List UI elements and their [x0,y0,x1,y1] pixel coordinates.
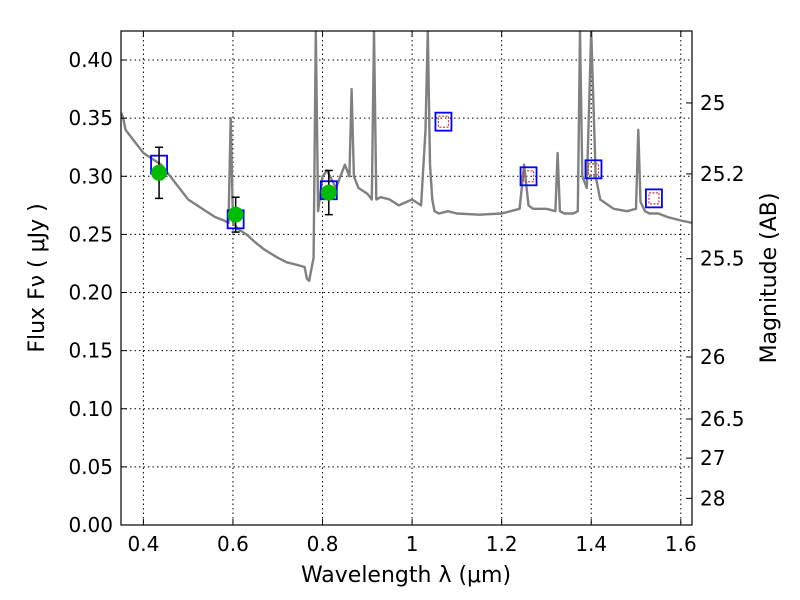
model-inner-box [648,192,660,205]
observed-point [320,184,337,201]
y-tick-label: 0.25 [68,222,113,246]
y-tick-label: 0.20 [68,281,113,305]
y-axis-right-label: Magnitude (AB) [757,193,782,364]
y-axis-left: 0.00 0.05 0.10 0.15 0.20 0.25 0.30 0.35 0.40 [68,48,127,537]
observed-point [151,164,168,181]
y-tick-label: 0.05 [68,455,113,479]
y-right-tick-label: 28 [700,486,725,510]
observed-point [227,206,244,223]
x-axis: 0.4 0.6 0.8 1 1.2 1.4 1.6 [127,31,697,556]
y-right-tick-label: 25.2 [700,162,745,186]
x-tick-label: 0.8 [307,532,339,556]
y-tick-label: 0.35 [68,106,113,130]
y-right-tick-label: 25.5 [700,247,745,271]
x-tick-label: 1.6 [665,532,697,556]
model-inner-box [522,170,535,183]
x-tick-label: 1.4 [575,532,607,556]
model-spectrum-line [121,31,692,283]
model-inner-box [587,163,600,176]
y-tick-label: 0.40 [68,48,113,72]
x-axis-label: Wavelength λ (μm) [301,563,511,588]
plot-frame [120,30,693,526]
model-inner-box [437,115,450,128]
y-axis-right: 25 25.2 25.5 26 26.5 27 28 [686,91,745,510]
model-photometry-box [434,111,453,132]
x-tick-label: 0.6 [217,532,249,556]
y-tick-label: 0.15 [68,339,113,363]
y-right-tick-label: 27 [700,446,725,470]
y-right-tick-label: 26 [700,345,725,369]
y-axis-label: Flux Fν ( μJy ) [25,203,50,352]
model-photometry-box [645,188,663,209]
y-tick-label: 0.30 [68,164,113,188]
plot-area [121,31,692,283]
y-tick-label: 0.10 [68,397,113,421]
x-tick-label: 1.2 [486,532,518,556]
y-right-tick-label: 26.5 [700,407,745,431]
model-photometry-box [519,166,538,187]
grid-lines [121,31,692,525]
x-tick-label: 1 [406,532,419,556]
y-right-tick-label: 25 [700,91,725,115]
model-photometry-box [584,159,603,180]
y-tick-label: 0.00 [68,513,113,537]
x-tick-label: 0.4 [127,532,159,556]
